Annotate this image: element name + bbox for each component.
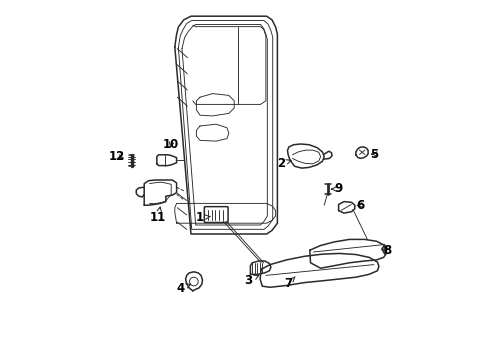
FancyBboxPatch shape bbox=[204, 207, 228, 222]
Text: 10: 10 bbox=[163, 138, 179, 150]
Text: 6: 6 bbox=[356, 199, 365, 212]
Text: 4: 4 bbox=[176, 282, 191, 295]
Text: 5: 5 bbox=[370, 148, 379, 161]
Text: 12: 12 bbox=[109, 150, 125, 163]
Text: 2: 2 bbox=[277, 157, 291, 170]
Text: 1: 1 bbox=[196, 211, 210, 224]
Text: 3: 3 bbox=[244, 274, 259, 287]
Text: 9: 9 bbox=[331, 183, 343, 195]
Text: 7: 7 bbox=[284, 277, 295, 290]
Text: 8: 8 bbox=[383, 244, 392, 257]
Text: 11: 11 bbox=[150, 207, 166, 224]
